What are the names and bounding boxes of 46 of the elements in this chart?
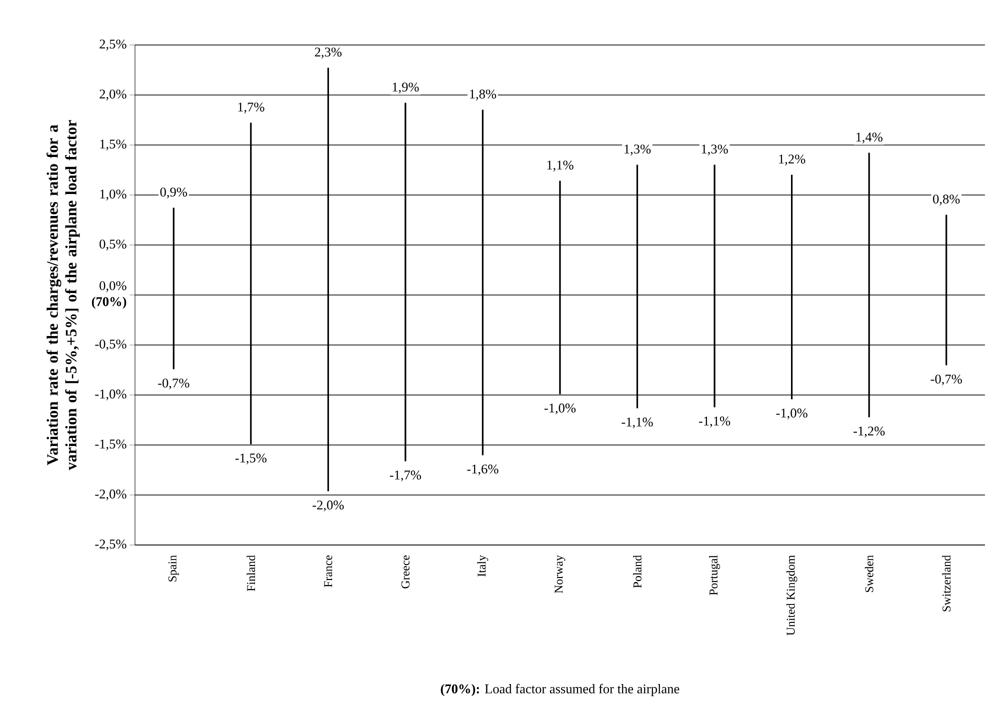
data-label: 1,7% <box>238 102 264 114</box>
y-tick-label: 1,0% <box>100 190 126 200</box>
x-tick-label: France <box>324 555 332 588</box>
x-tick-label: Portugal <box>709 555 720 596</box>
y-tick-label: -1,0% <box>95 390 126 400</box>
data-label: 0,9% <box>160 188 188 198</box>
data-label: -1,2% <box>854 426 885 438</box>
text: (70%): Load factor assumed for the airplane <box>440 684 680 696</box>
data-label: 1,3% <box>702 144 728 156</box>
data-label: 1,2% <box>779 154 806 166</box>
data-label: 1,3% <box>624 144 651 156</box>
x-tick-label: Norway <box>554 555 566 594</box>
data-label: -1,1% <box>698 416 730 428</box>
x-tick-label: Italy <box>477 555 488 576</box>
data-label: -0,7% <box>930 374 962 386</box>
x-tick-label: Greece <box>401 555 410 588</box>
y-tick-label: -2,5% <box>95 540 126 550</box>
data-label: -1,0% <box>544 404 576 414</box>
data-label: 1,8% <box>470 90 496 100</box>
data-label: 0,8% <box>933 194 960 206</box>
x-tick-label: Spain <box>168 555 179 582</box>
data-label: 2,3% <box>314 48 342 58</box>
y-tick-label: 2,5% <box>100 40 126 50</box>
x-tick-label: Finland <box>246 555 256 592</box>
x-tick-label: United Kingdom <box>786 555 798 636</box>
y-tick-label: -0,5% <box>95 340 126 350</box>
data-label: -2,0% <box>312 500 344 512</box>
data-label: -0,7% <box>158 378 190 390</box>
x-tick-label: Switzerland <box>942 555 951 612</box>
y-tick-label: -2,0% <box>95 490 126 500</box>
x-tick-label: Sweden <box>864 555 874 592</box>
data-label: -1,0% <box>776 408 808 420</box>
y-tick-label: 2,0% <box>100 90 126 100</box>
x-tick-label: Poland <box>633 555 642 588</box>
data-label: -1,5% <box>235 454 267 464</box>
y-tick-label: 0,5% <box>100 240 126 250</box>
y-tick-label: -1,5% <box>95 440 126 450</box>
y-tick-label: 0,0% (70%) <box>92 281 126 309</box>
data-label: -1,6% <box>467 464 498 476</box>
y-tick-label: 1,5% <box>100 140 126 150</box>
y-axis-title: Variation rate of the charges/revenues ratio for a variation of [-5%,+5%] of the airplane load factor <box>46 120 80 470</box>
data-label: 1,4% <box>856 132 882 144</box>
data-label: 1,9% <box>392 82 419 94</box>
data-label: 1,1% <box>547 160 574 172</box>
data-label: -1,1% <box>622 418 653 428</box>
data-label: -1,7% <box>390 470 422 482</box>
